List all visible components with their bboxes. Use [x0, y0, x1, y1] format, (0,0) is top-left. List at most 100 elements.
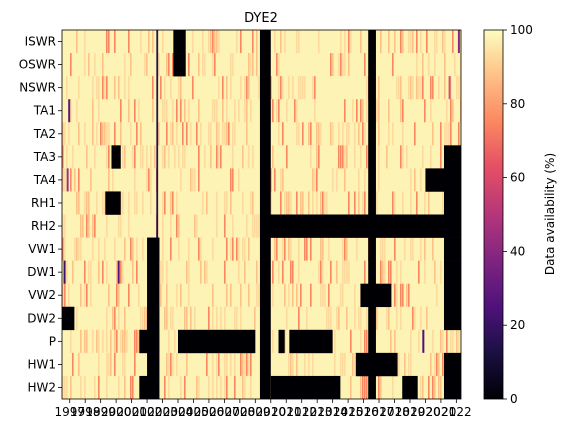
y-tick-label: ISWR — [25, 35, 56, 49]
heatmap-cell — [70, 99, 72, 123]
heatmap-cell — [118, 76, 120, 100]
heatmap-cell — [86, 145, 88, 169]
x-tick-label: 2013 — [302, 405, 333, 419]
heatmap-cell — [330, 306, 332, 330]
heatmap-missing-block — [270, 375, 341, 399]
heatmap-cell — [420, 76, 422, 100]
heatmap-cell — [64, 283, 66, 307]
heatmap-cell — [408, 283, 410, 307]
heatmap-cell — [134, 99, 136, 123]
heatmap-cell — [388, 99, 390, 123]
heatmap-cell — [298, 306, 300, 330]
heatmap-cell — [166, 283, 168, 307]
heatmap-cell — [70, 375, 72, 399]
heatmap-cell — [216, 306, 218, 330]
heatmap-cell — [312, 191, 314, 215]
heatmap-cell — [88, 191, 90, 215]
heatmap-streak — [156, 30, 159, 399]
heatmap-cell — [354, 352, 356, 376]
heatmap-cell — [104, 76, 106, 100]
heatmap-cell — [412, 76, 414, 100]
heatmap-missing-block — [368, 30, 376, 54]
heatmap-cell — [254, 306, 256, 330]
heatmap-cell — [204, 260, 206, 284]
heatmap-cell — [342, 352, 344, 376]
heatmap-cell — [230, 191, 232, 215]
heatmap-missing-block — [368, 237, 376, 261]
heatmap-cell — [358, 168, 360, 192]
heatmap-cell — [330, 260, 332, 284]
heatmap-cell — [92, 237, 94, 261]
heatmap-cell — [346, 260, 348, 284]
heatmap-cell — [384, 260, 386, 284]
heatmap-cell — [394, 30, 396, 54]
heatmap-cell — [406, 283, 408, 307]
heatmap-cell — [138, 283, 140, 307]
heatmap-cell — [104, 191, 106, 215]
heatmap-cell — [74, 168, 76, 192]
heatmap-cell — [274, 30, 276, 54]
heatmap-cell — [276, 99, 278, 123]
heatmap-cell — [354, 306, 356, 330]
heatmap-missing-block — [147, 237, 160, 261]
heatmap-cell — [312, 352, 314, 376]
heatmap-cell — [434, 260, 436, 284]
heatmap-cell — [180, 76, 182, 100]
heatmap-cell — [212, 352, 214, 376]
heatmap-cell — [132, 237, 134, 261]
heatmap-cell — [254, 214, 256, 238]
heatmap-cell — [64, 214, 66, 238]
heatmap-cell — [378, 168, 380, 192]
heatmap-cell — [160, 76, 162, 100]
heatmap-cell — [140, 306, 142, 330]
heatmap-cell — [364, 329, 366, 353]
heatmap-cell — [140, 145, 142, 169]
heatmap-cell — [248, 237, 250, 261]
heatmap-cell — [226, 237, 228, 261]
heatmap-cell — [166, 122, 168, 146]
heatmap-cell — [234, 99, 236, 123]
heatmap-cell — [344, 237, 346, 261]
heatmap-cell — [190, 306, 192, 330]
heatmap-cell — [288, 191, 290, 215]
heatmap-cell — [186, 122, 188, 146]
heatmap-cell — [290, 260, 292, 284]
heatmap-cell — [146, 53, 148, 77]
heatmap-cell — [344, 30, 346, 54]
heatmap-cell — [316, 168, 318, 192]
heatmap-cell — [218, 145, 220, 169]
heatmap-cell — [396, 306, 398, 330]
heatmap-cell — [64, 168, 66, 192]
heatmap-cell — [244, 260, 246, 284]
heatmap-cell — [414, 168, 416, 192]
heatmap-cell — [78, 352, 80, 376]
heatmap-cell — [416, 30, 418, 54]
heatmap-missing-block — [105, 191, 121, 215]
heatmap-cell — [116, 283, 118, 307]
colorbar-tick-label: 80 — [510, 97, 525, 111]
heatmap-cell — [180, 168, 182, 192]
heatmap-cell — [376, 306, 378, 330]
y-tick-label: DW1 — [27, 265, 56, 279]
heatmap-cell — [66, 76, 68, 100]
y-tick-label: OSWR — [19, 58, 56, 72]
heatmap-missing-block — [259, 306, 271, 331]
heatmap-cell — [230, 168, 232, 192]
heatmap-cell — [406, 145, 408, 169]
heatmap-cell — [296, 191, 298, 215]
heatmap-cell — [168, 53, 170, 77]
heatmap-cell — [242, 145, 244, 169]
heatmap-missing-block — [147, 352, 160, 377]
heatmap-cell — [314, 76, 316, 100]
heatmap-cell — [412, 237, 414, 261]
heatmap-cell — [410, 168, 412, 192]
heatmap-cell — [202, 191, 204, 215]
heatmap-cell — [134, 329, 136, 353]
heatmap-cell — [296, 30, 298, 54]
heatmap-cell — [76, 99, 78, 123]
heatmap-cell — [246, 352, 248, 376]
heatmap-cell — [62, 283, 64, 307]
heatmap-cell — [198, 375, 200, 399]
heatmap-cell — [116, 260, 118, 284]
heatmap-cell — [170, 214, 172, 238]
